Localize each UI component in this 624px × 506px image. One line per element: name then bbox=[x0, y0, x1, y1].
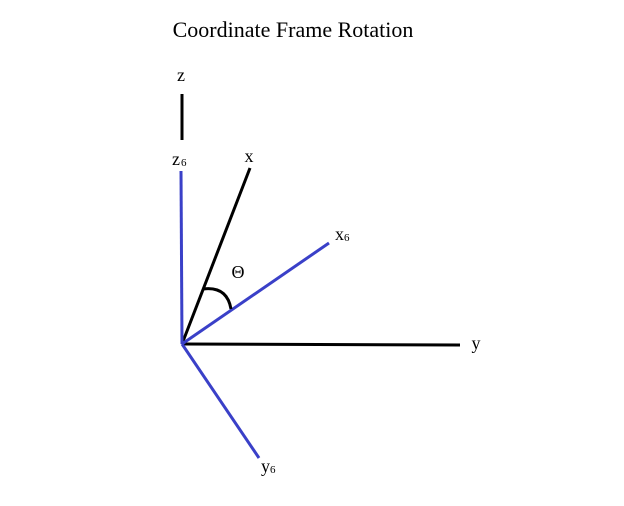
y-axis-line bbox=[181, 342, 461, 347]
x6-axis-line bbox=[181, 241, 330, 346]
y6-axis-line bbox=[180, 343, 261, 459]
x6-axis-label: x 6 bbox=[335, 224, 350, 244]
z-axis-label: z bbox=[177, 65, 185, 85]
x6-label-base: x bbox=[335, 224, 344, 244]
z6-label-base: z bbox=[172, 149, 180, 169]
y6-label-base: y bbox=[261, 456, 270, 476]
x-axis-line bbox=[180, 167, 252, 345]
x6-label-subscript: 6 bbox=[344, 232, 350, 244]
z6-label-subscript: 6 bbox=[181, 157, 187, 169]
theta-angle-arc bbox=[202, 287, 233, 310]
y6-label-subscript: 6 bbox=[270, 464, 276, 476]
theta-label: Θ bbox=[232, 262, 245, 282]
z6-axis-label: z 6 bbox=[172, 149, 187, 169]
diagram-title: Coordinate Frame Rotation bbox=[173, 17, 414, 42]
x-axis-label: x bbox=[245, 146, 254, 166]
z6-axis-line bbox=[179, 170, 184, 345]
y6-axis-label: y 6 bbox=[261, 456, 276, 476]
y-axis-label: y bbox=[472, 333, 481, 353]
